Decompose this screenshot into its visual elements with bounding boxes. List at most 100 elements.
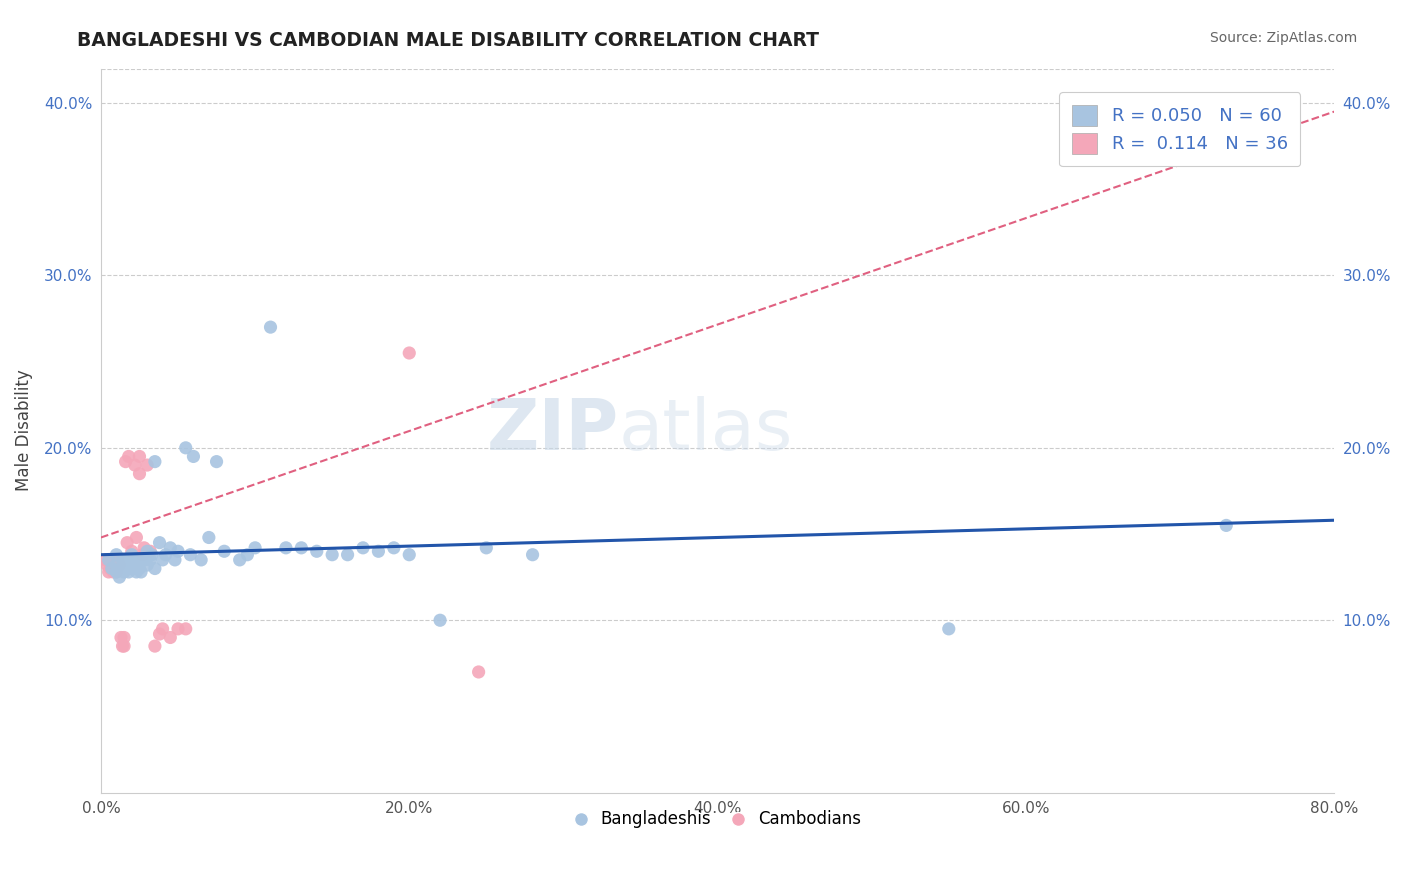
Point [110,631,132,645]
Point [128,467,150,481]
Point [143,455,166,469]
Point [143,639,166,653]
Point [128,553,150,567]
Point [398,548,420,562]
Point [121,558,143,572]
Point [115,535,138,549]
Point [118,450,141,464]
Point [100,561,122,575]
Point [159,631,181,645]
Point [139,544,162,558]
Point [398,346,420,360]
Point [105,558,128,572]
Point [125,565,148,579]
Point [131,548,153,562]
Point [183,450,205,464]
Point [429,613,451,627]
Point [152,622,174,636]
Point [96,558,118,572]
Point [305,544,328,558]
Point [118,565,141,579]
Point [167,544,190,558]
Text: BANGLADESHI VS CAMBODIAN MALE DISABILITY CORRELATION CHART: BANGLADESHI VS CAMBODIAN MALE DISABILITY… [77,31,820,50]
Point [104,561,127,575]
Point [124,561,146,575]
Point [290,541,312,555]
Point [132,553,155,567]
Point [274,541,297,555]
Point [105,558,128,572]
Point [103,565,125,579]
Point [143,561,166,575]
Point [107,553,129,567]
Point [167,622,190,636]
Point [367,544,389,558]
Point [128,561,150,575]
Point [110,561,132,575]
Point [352,541,374,555]
Point [115,553,138,567]
Point [97,565,120,579]
Legend: Bangladeshis, Cambodians: Bangladeshis, Cambodians [568,804,868,835]
Point [321,548,343,562]
Point [1215,518,1237,533]
Point [118,561,141,575]
Point [236,548,259,562]
Point [128,450,150,464]
Point [121,544,143,558]
Point [190,553,212,567]
Point [136,558,159,572]
Point [112,639,135,653]
Point [108,570,131,584]
Point [228,553,250,567]
Point [139,553,162,567]
Point [152,553,174,567]
Point [121,548,143,562]
Point [938,622,960,636]
Point [259,320,281,334]
Text: ZIP: ZIP [486,396,619,465]
Y-axis label: Male Disability: Male Disability [15,369,32,491]
Point [112,558,135,572]
Point [148,535,170,549]
Point [141,548,163,562]
Point [475,541,498,555]
Point [179,548,201,562]
Point [98,561,121,575]
Point [125,531,148,545]
Point [129,565,152,579]
Point [132,541,155,555]
Text: Source: ZipAtlas.com: Source: ZipAtlas.com [1209,31,1357,45]
Point [159,541,181,555]
Point [94,553,117,567]
Point [174,441,197,455]
Point [105,565,128,579]
Point [127,557,149,571]
Point [174,622,197,636]
Point [108,558,131,572]
Point [136,544,159,558]
Point [111,639,134,653]
Point [148,627,170,641]
Point [522,548,544,562]
Point [467,665,489,679]
Point [124,458,146,472]
Point [120,553,142,567]
Point [198,531,221,545]
Point [163,553,186,567]
Point [103,553,125,567]
Point [97,553,120,567]
Point [105,565,128,579]
Point [111,553,134,567]
Point [155,548,177,562]
Point [100,558,122,572]
Point [114,455,136,469]
Point [205,455,228,469]
Point [112,565,135,579]
Point [336,548,359,562]
Point [214,544,236,558]
Point [136,458,159,472]
Point [112,631,135,645]
Point [105,548,128,562]
Text: atlas: atlas [619,396,793,465]
